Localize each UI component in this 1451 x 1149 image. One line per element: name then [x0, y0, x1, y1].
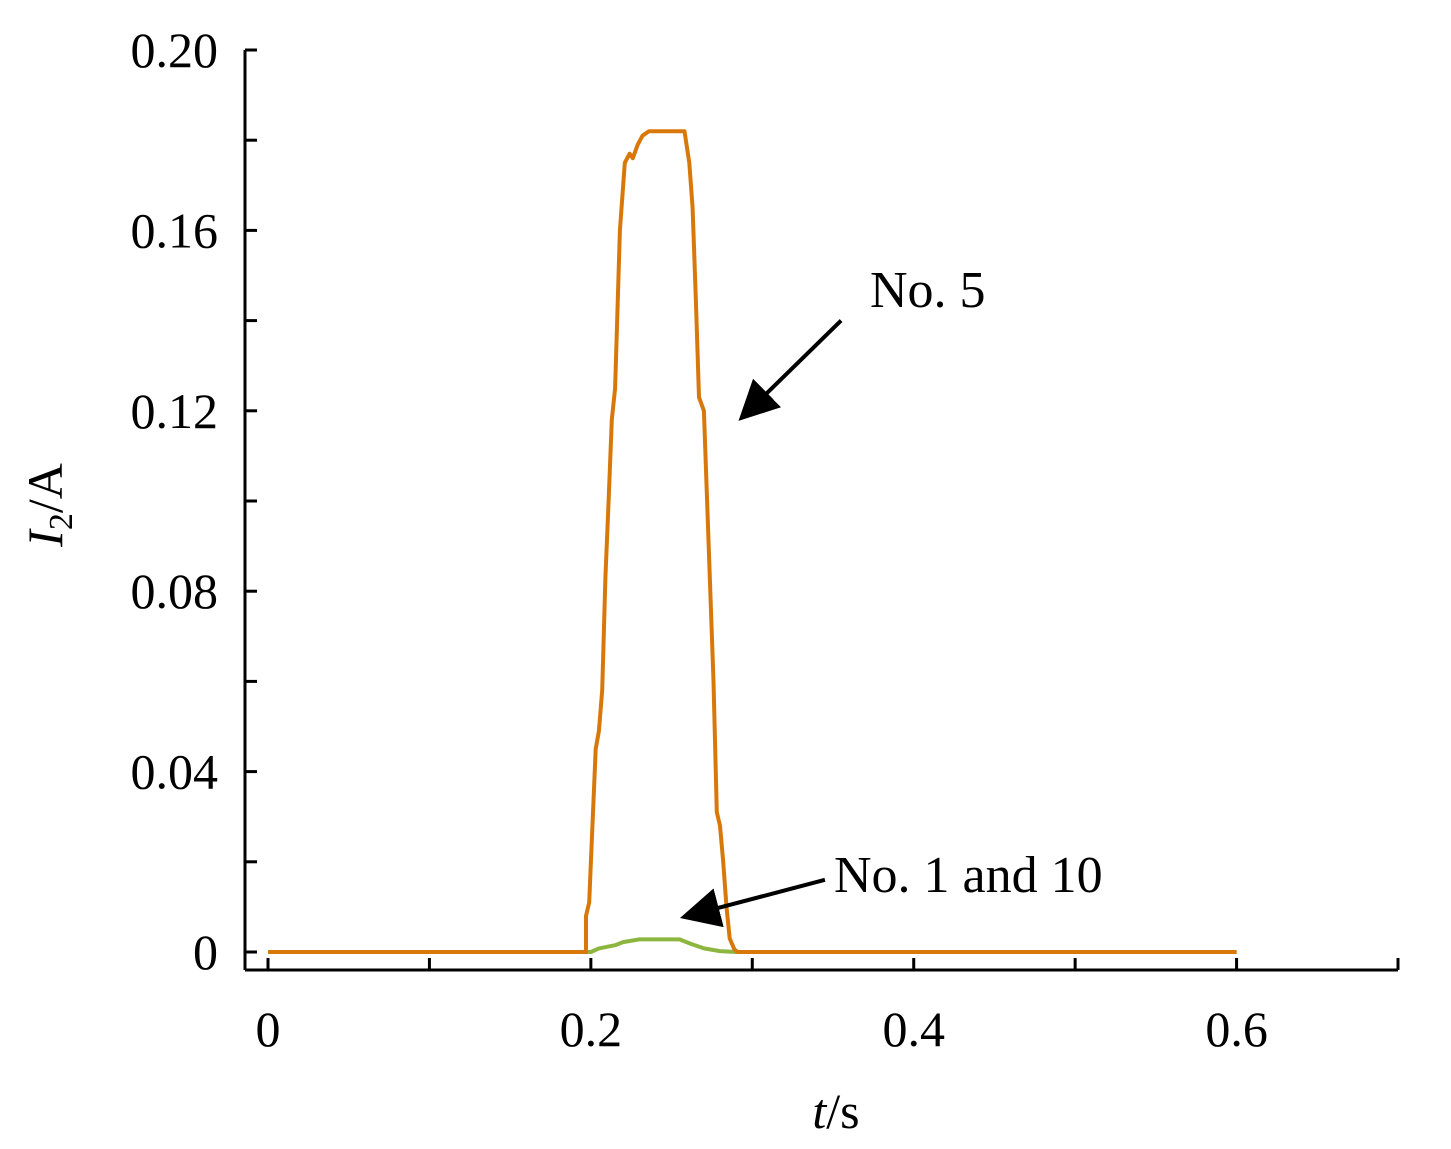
annotation-layer: No. 5 No. 1 and 10: [679, 262, 1103, 928]
y-tick-label: 0.20: [131, 22, 219, 78]
x-tick-label: 0.4: [882, 1001, 945, 1057]
y-axis-variable: I: [17, 528, 73, 548]
annotation-label: No. 1 and 10: [834, 847, 1103, 904]
series-line-2: [268, 129, 1237, 954]
x-axis-title: t/s: [812, 1083, 859, 1139]
y-axis-title: I2/A: [17, 463, 80, 548]
y-tick-label: 0: [193, 924, 218, 980]
y-tick-label: 0.16: [131, 202, 219, 258]
y-tick-label: 0.12: [131, 383, 219, 439]
x-tick-label: 0.6: [1205, 1001, 1268, 1057]
annotation-label: No. 5: [870, 262, 986, 319]
y-tick-label: 0.08: [131, 563, 219, 619]
x-tick-label: 0.2: [560, 1001, 623, 1057]
ticks-layer: 0 0.2 0.4 0.6 0 0.04 0.08 0.12 0.16 0.20: [131, 22, 1400, 1057]
axes-layer: [243, 50, 1398, 972]
annotation-arrow: [738, 319, 843, 421]
y-tick-label: 0.04: [131, 744, 219, 800]
annotation-arrow: [679, 877, 826, 928]
x-axis-variable: t: [812, 1083, 827, 1139]
y-axis-unit: /A: [17, 463, 73, 513]
x-axis-unit: /s: [826, 1083, 859, 1139]
series-line-1: [268, 937, 1237, 954]
series-layer: [268, 129, 1237, 954]
x-tick-label: 0: [256, 1001, 281, 1057]
y-axis-subscript: 2: [43, 513, 80, 530]
